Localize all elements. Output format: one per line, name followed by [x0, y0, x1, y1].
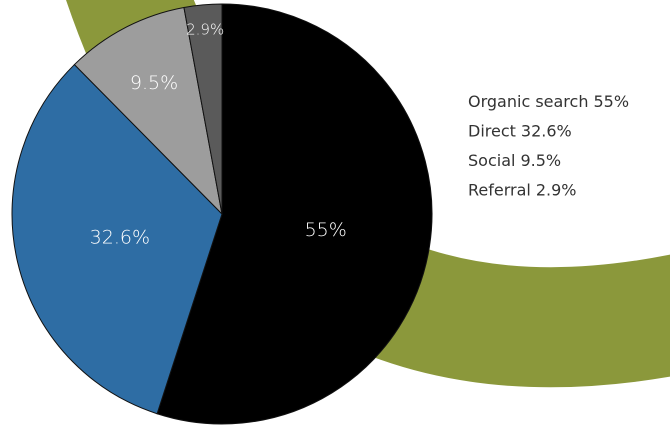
- slice-label: 2.9%: [186, 20, 224, 38]
- legend-name: Direct: [468, 121, 516, 140]
- legend-entry: Social 9.5%: [468, 151, 561, 170]
- legend-value: 2.9%: [536, 180, 577, 199]
- slice-label: 32.6%: [90, 227, 150, 249]
- slice-label: 9.5%: [130, 72, 178, 94]
- legend-name: Social: [468, 151, 515, 170]
- pie: 55% 32.6% 9.5% 2.9%: [12, 4, 432, 424]
- legend-name: Organic search: [468, 92, 588, 111]
- page: {"chart_data": {"type": "pie", "categori…: [0, 0, 670, 426]
- legend-name: Referral: [468, 180, 531, 199]
- legend: Organic search 55% Direct 32.6% Social 9.5% Re…: [468, 92, 629, 200]
- legend-value: 55%: [593, 92, 629, 111]
- legend-entry: Direct 32.6%: [468, 121, 572, 140]
- slice-label: 55%: [305, 219, 347, 241]
- legend-value: 9.5%: [520, 151, 561, 170]
- chart: 55% 32.6% 9.5% 2.9% Organic search 55% Direct…: [0, 0, 670, 426]
- legend-entry: Organic search 55%: [468, 92, 629, 111]
- legend-entry: Referral 2.9%: [468, 180, 577, 199]
- legend-value: 32.6%: [521, 121, 572, 140]
